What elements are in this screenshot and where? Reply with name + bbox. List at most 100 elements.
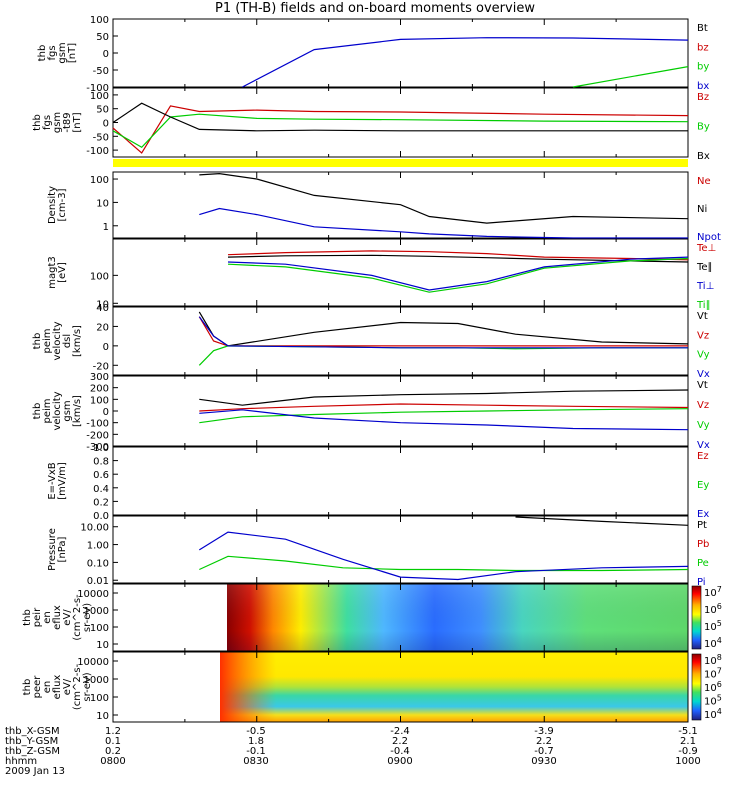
y-tick-label: 20 <box>96 322 109 333</box>
y-tick-label: -300 <box>86 442 109 453</box>
y-tick-label: -200 <box>86 430 109 441</box>
chart-title: P1 (TH-B) fields and on-board moments ov… <box>215 1 535 16</box>
y-tick-label: 100 <box>90 623 109 634</box>
spectrogram-shade <box>227 584 688 651</box>
footer-value: 1000 <box>675 756 701 767</box>
panel-4: 100 10 magt3 [eV] Te⊥ Te∥ Ti⊥ Ti∥ <box>47 238 716 311</box>
footer-row: thb_Z-GSM 0.2 -0.1 -0.4 -0.7 -0.9 <box>0 747 750 757</box>
panel-5: 40 20 0 -20 thb peim velocity dsl [km/s] Vt Vz Vy Vx <box>32 303 710 380</box>
y-axis-label: (cm^2-s- <box>72 594 83 641</box>
y-axis-label: E=-VxB <box>47 462 58 499</box>
y-axis-label: (cm^2-s- <box>72 663 83 710</box>
y-axis-label: peim <box>42 398 53 423</box>
y-axis-label: gsm <box>52 112 63 133</box>
legend-Ex: Ex <box>697 509 709 520</box>
y-tick-label: 0 <box>103 119 109 130</box>
y-axis-label: thb <box>32 333 43 350</box>
y-tick-label: 1.00 <box>87 541 109 552</box>
footer-row: hhmm 0800 0830 0900 0930 1000 <box>0 757 750 767</box>
y-tick-label: 0.2 <box>93 497 109 508</box>
y-tick-label: 10000 <box>77 657 109 668</box>
footer-value: 0900 <box>387 756 413 767</box>
y-axis-label: en <box>42 611 53 624</box>
y-axis-label: thb <box>37 45 48 62</box>
y-axis-label: eflux <box>52 605 63 630</box>
series-line-Ni <box>199 172 689 224</box>
legend-Pb: Pb <box>697 539 709 550</box>
y-axis-label: fgs <box>42 115 53 130</box>
panel-1: 100 50 0 -50 -100 thb fgs gsm [nT] Bt bz by bx <box>37 15 709 94</box>
footer-value: 2.1 <box>680 736 696 747</box>
colorbar <box>691 653 702 721</box>
y-axis-label: [nT] <box>72 112 83 132</box>
footer-value: -2.4 <box>390 726 410 737</box>
legend-by: by <box>697 62 709 73</box>
legend-Pt: Pt <box>697 520 707 531</box>
y-tick-label: -100 <box>86 419 109 430</box>
y-axis-label: dsl <box>62 334 73 348</box>
legend-Bz: Bz <box>697 92 709 103</box>
series-line-Pe <box>199 555 689 572</box>
y-tick-label: 0.10 <box>87 558 109 569</box>
legend-bx: bx <box>697 81 709 92</box>
footer-value: 0800 <box>100 756 126 767</box>
legend-Ey: Ey <box>697 480 709 491</box>
ephemeris-footer: 2009 Jan 13 thb_X-GSM 1.2 -0.5 -2.4 -3.9 -5.1… <box>0 727 750 800</box>
y-axis-label: Pressure <box>47 528 58 571</box>
footer-value: 1.2 <box>105 726 121 737</box>
panel-frame <box>112 238 689 307</box>
footer-row: thb_Y-GSM 0.1 1.8 2.2 2.2 2.1 <box>0 737 750 747</box>
series-line-Vz <box>199 403 689 412</box>
legend-Vt: Vt <box>697 380 708 391</box>
y-tick-label: 100 <box>90 395 109 406</box>
legend-Vx: Vx <box>697 440 710 451</box>
y-axis-label: peir <box>32 607 43 627</box>
y-tick-label: 100 <box>90 91 109 102</box>
y-tick-label: -50 <box>93 132 109 143</box>
y-tick-label: 0.0 <box>93 511 109 522</box>
colorbar-tick-label: 105 <box>704 694 722 708</box>
panel-9: 107 106 105 104 10000 1000 100 10 thb peir en eflux… <box>22 583 722 652</box>
y-axis-label: [mV/m] <box>57 462 68 500</box>
y-tick-label: 10 <box>96 198 109 209</box>
date-label: 2009 Jan 13 <box>5 766 65 777</box>
series-line-Vx <box>199 409 689 431</box>
panel-frame <box>112 18 689 88</box>
footer-value: 1.8 <box>248 736 264 747</box>
y-axis-label: eV/ <box>62 678 73 695</box>
footer-value: -0.7 <box>534 746 554 757</box>
y-tick-label: 1000 <box>84 675 109 686</box>
panel-7: 1.0 0.8 0.6 0.4 0.2 0.0 E=-VxB [mV/m] Ez Ey Ex <box>47 443 709 522</box>
y-tick-label: 1 <box>103 222 109 233</box>
footer-value: 0930 <box>531 756 557 767</box>
y-axis-label: eV/ <box>62 609 73 626</box>
footer-value: -5.1 <box>678 726 698 737</box>
y-axis-label: gsm <box>62 400 73 421</box>
y-tick-label: 10 <box>96 640 109 651</box>
y-axis-label: magt3 <box>47 256 58 289</box>
colorbar-tick-label: 106 <box>704 602 722 616</box>
legend-Ne: Ne <box>697 176 711 187</box>
y-axis-label: Density <box>47 186 58 224</box>
y-axis-label: thb <box>32 114 43 131</box>
footer-value: 2.2 <box>536 736 552 747</box>
y-axis-label: peer <box>32 675 43 699</box>
colorbar <box>691 585 702 650</box>
legend-Npot: Npot <box>697 232 721 243</box>
legend-Ti∥: Ti∥ <box>696 300 711 311</box>
colorbar-tick-label: 105 <box>704 619 722 633</box>
footer-value: -0.4 <box>390 746 410 757</box>
legend-bz: bz <box>697 42 709 53</box>
y-tick-label: 300 <box>90 372 109 383</box>
y-tick-label: 10 <box>96 711 109 722</box>
legend-Ti⊥: Ti⊥ <box>696 281 714 292</box>
footer-row-label: thb_Y-GSM <box>5 736 59 747</box>
footer-row-label: thb_Z-GSM <box>5 746 60 757</box>
y-tick-label: 100 <box>90 271 109 282</box>
legend-Bt: Bt <box>697 23 708 34</box>
colorbar-tick-label: 107 <box>704 667 722 681</box>
panel-8: 10.00 1.00 0.10 0.01 Pressure [nPa] Pt Pb Pe Pi <box>47 515 709 588</box>
y-axis-label: [km/s] <box>72 395 83 427</box>
